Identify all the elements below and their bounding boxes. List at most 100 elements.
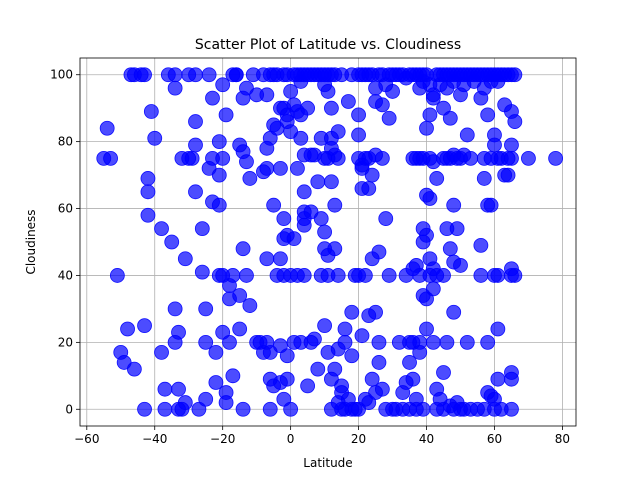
scatter-point bbox=[157, 381, 173, 397]
scatter-point bbox=[419, 321, 434, 337]
scatter-point bbox=[188, 114, 203, 129]
scatter-point bbox=[371, 244, 387, 260]
scatter-point bbox=[490, 321, 506, 337]
scatter-point bbox=[116, 355, 132, 370]
scatter-point bbox=[330, 150, 346, 166]
scatter-point bbox=[215, 77, 231, 93]
scatter-point bbox=[273, 251, 288, 267]
scatter-point bbox=[337, 334, 353, 350]
scatter-point bbox=[211, 197, 227, 213]
scatter-point bbox=[157, 401, 173, 417]
scatter-point bbox=[259, 87, 275, 103]
scatter-point bbox=[283, 124, 299, 140]
scatter-point bbox=[405, 371, 421, 387]
scatter-point bbox=[167, 80, 183, 96]
scatter-point bbox=[184, 150, 200, 166]
scatter-point bbox=[371, 334, 387, 350]
scatter-point bbox=[259, 251, 275, 267]
scatter-point bbox=[303, 204, 319, 220]
scatter-point bbox=[374, 381, 390, 397]
scatter-point bbox=[171, 381, 186, 397]
scatter-point bbox=[507, 114, 523, 129]
scatter-point bbox=[337, 321, 353, 337]
scatter-point bbox=[300, 100, 316, 116]
scatter-point bbox=[507, 67, 523, 83]
scatter-point bbox=[422, 191, 438, 206]
scatter-point bbox=[218, 395, 234, 410]
scatter-point bbox=[211, 167, 227, 183]
scatter-point bbox=[140, 184, 156, 200]
scatter-point bbox=[188, 184, 203, 200]
scatter-point bbox=[140, 171, 156, 186]
scatter-point bbox=[239, 80, 254, 96]
scatter-point bbox=[425, 90, 441, 106]
scatter-point bbox=[239, 154, 254, 170]
scatter-point bbox=[279, 348, 295, 364]
scatter-point bbox=[307, 331, 322, 347]
scatter-point bbox=[449, 221, 465, 237]
scatter-point bbox=[143, 104, 159, 119]
scatter-point bbox=[368, 304, 383, 320]
scatter-point bbox=[313, 211, 329, 226]
scatter-point bbox=[177, 395, 193, 410]
scatter-point bbox=[188, 137, 203, 153]
scatter-point bbox=[453, 258, 468, 273]
scatter-point bbox=[344, 304, 360, 320]
x-tick-label: 0 bbox=[287, 432, 295, 446]
scatter-point bbox=[402, 355, 417, 370]
scatter-point bbox=[500, 167, 516, 183]
scatter-point bbox=[198, 301, 214, 317]
scatter-point bbox=[283, 401, 299, 417]
scatter-point bbox=[242, 298, 258, 313]
y-tick-label: 0 bbox=[65, 402, 73, 416]
scatter-point bbox=[351, 107, 366, 123]
x-axis-label: Latitude bbox=[303, 456, 352, 470]
scatter-point bbox=[327, 197, 343, 213]
scatter-point bbox=[357, 268, 373, 283]
scatter-point bbox=[330, 268, 346, 283]
x-tick-label: −40 bbox=[142, 432, 167, 446]
scatter-point bbox=[137, 401, 152, 417]
scatter-point bbox=[208, 344, 224, 360]
data-points bbox=[96, 67, 564, 417]
scatter-point bbox=[504, 150, 519, 166]
y-tick-label: 60 bbox=[58, 202, 73, 216]
x-tick-label: 80 bbox=[555, 432, 570, 446]
scatter-point bbox=[429, 171, 445, 186]
scatter-point bbox=[354, 328, 370, 344]
chart-title: Scatter Plot of Latitude vs. Cloudiness bbox=[195, 37, 461, 53]
scatter-point bbox=[548, 150, 564, 166]
scatter-point bbox=[463, 150, 479, 166]
scatter-point bbox=[504, 371, 519, 387]
scatter-point bbox=[296, 217, 312, 233]
scatter-point bbox=[422, 107, 438, 123]
scatter-point bbox=[198, 334, 214, 350]
scatter-point bbox=[171, 324, 186, 340]
scatter-point bbox=[276, 211, 292, 226]
scatter-point bbox=[521, 150, 536, 166]
scatter-point bbox=[480, 107, 496, 123]
scatter-point bbox=[446, 197, 462, 213]
scatter-point bbox=[480, 334, 496, 350]
scatter-point bbox=[327, 361, 343, 377]
scatter-point bbox=[425, 281, 441, 297]
scatter-point bbox=[154, 344, 169, 360]
scatter-point bbox=[262, 401, 278, 417]
scatter-point bbox=[320, 84, 336, 99]
scatter-point bbox=[222, 334, 237, 350]
scatter-point bbox=[137, 67, 152, 83]
scatter-point bbox=[374, 97, 390, 113]
scatter-point bbox=[259, 160, 275, 176]
scatter-point bbox=[201, 67, 217, 83]
scatter-point bbox=[167, 67, 183, 83]
scatter-point bbox=[483, 197, 499, 213]
scatter-point bbox=[262, 344, 278, 360]
plot-frame bbox=[79, 57, 577, 427]
scatter-point bbox=[344, 348, 360, 364]
scatter-point bbox=[235, 241, 251, 257]
scatter-point bbox=[317, 318, 333, 334]
scatter-point bbox=[310, 174, 326, 190]
scatter-point bbox=[330, 124, 346, 140]
scatter-point bbox=[439, 334, 455, 350]
